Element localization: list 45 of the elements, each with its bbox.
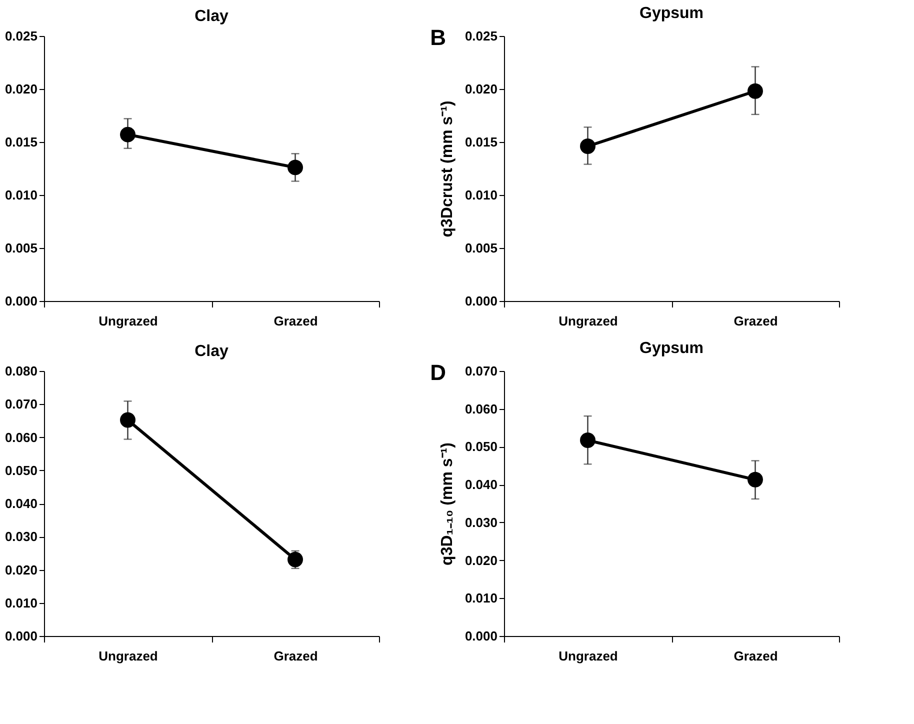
y-tick-label: 0.020 <box>464 82 498 96</box>
y-tick-label: 0.020 <box>464 552 498 568</box>
y-tick-label: 0.000 <box>4 294 38 308</box>
y-tick-label: 0.025 <box>4 28 38 44</box>
y-tick-label: 0.010 <box>4 188 38 202</box>
y-tick-label: 0.040 <box>4 496 38 511</box>
y-tick-label: 0.030 <box>4 529 38 544</box>
y-tick-label: 0.060 <box>4 430 38 445</box>
chart-title: Clay <box>194 343 228 360</box>
y-tick-label: 0.000 <box>464 294 498 308</box>
y-tick-label: 0.010 <box>4 595 38 610</box>
x-tick-label: Ungrazed <box>558 314 618 328</box>
y-tick-label: 0.050 <box>464 439 498 454</box>
text: B <box>430 25 446 50</box>
y-tick-label: 0.070 <box>4 396 38 412</box>
x-tick-label: Ungrazed <box>98 648 158 664</box>
y-tick-label: 0.015 <box>464 134 498 150</box>
x-tick-label: Grazed <box>734 648 778 664</box>
y-tick-label: 0.010 <box>464 590 498 606</box>
y-tick-label: 0.000 <box>4 628 38 644</box>
y-tick-label: 0.040 <box>464 477 498 492</box>
y-tick-label: 0.020 <box>4 562 38 578</box>
y-tick-label: 0.025 <box>464 28 498 44</box>
y-tick-label: 0.010 <box>464 188 498 202</box>
x-tick-label: Grazed <box>734 314 778 328</box>
y-tick-label: 0.070 <box>464 364 498 378</box>
y-tick-label: 0.080 <box>4 364 38 378</box>
y-axis-title: q3Dcrust (mm s⁻¹) <box>438 100 456 238</box>
y-tick-label: 0.015 <box>4 134 38 150</box>
x-tick-label: Ungrazed <box>98 314 158 328</box>
y-tick-label: 0.060 <box>464 401 498 416</box>
chart-title: Clay <box>194 8 228 25</box>
y-tick-label: 0.005 <box>4 240 38 256</box>
y-tick-label: 0.000 <box>464 628 498 644</box>
chart-title: Gypsum <box>639 340 704 357</box>
y-tick-label: 0.005 <box>464 240 498 256</box>
chart-title: Gypsum <box>639 5 704 22</box>
y-tick-label: 0.030 <box>464 514 498 530</box>
y-axis-title: q3D₁₋₁₀ (mm s⁻¹) <box>438 442 456 566</box>
y-tick-label: 0.050 <box>4 462 38 478</box>
y-tick-label: 0.020 <box>4 82 38 96</box>
x-tick-label: Ungrazed <box>558 648 618 664</box>
x-tick-label: Grazed <box>274 314 318 328</box>
x-tick-label: Grazed <box>274 648 318 664</box>
text: D <box>430 360 446 385</box>
